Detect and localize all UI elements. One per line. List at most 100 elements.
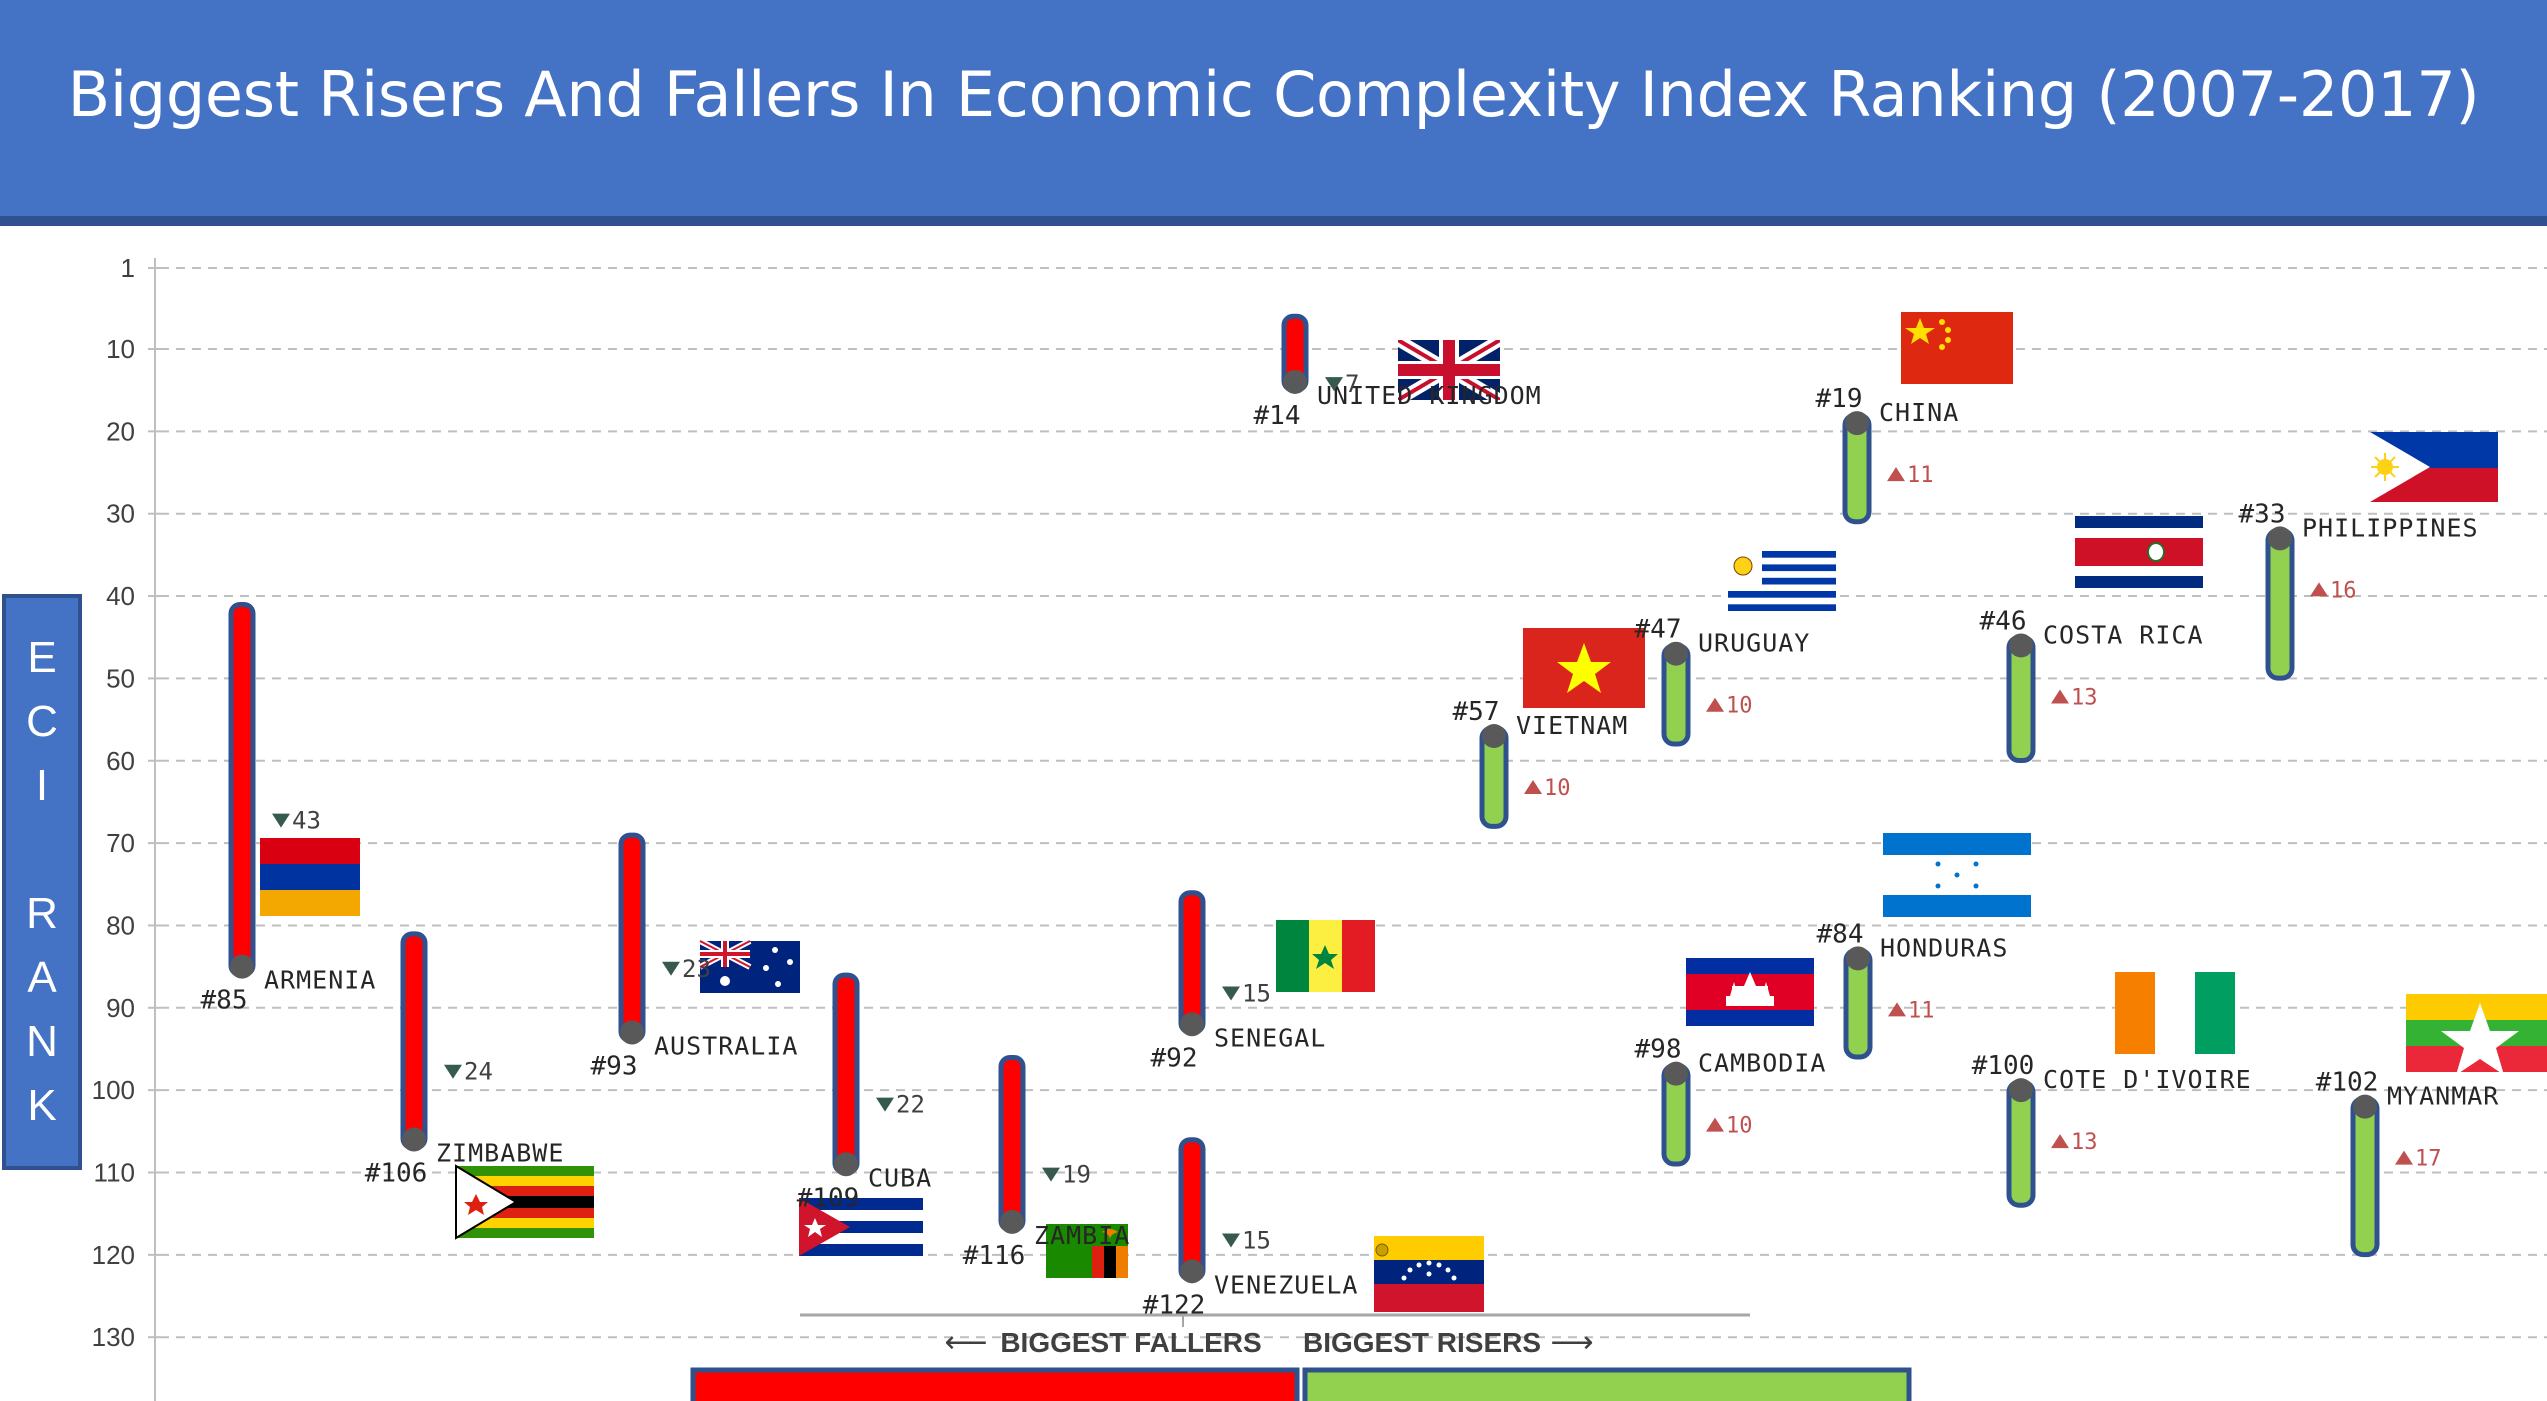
venezuela-country-label: VENEZUELA <box>1214 1270 1358 1299</box>
honduras-2017-rank-dot <box>1846 946 1870 971</box>
zimbabwe-range-bar <box>400 931 428 1151</box>
legend-fallers-label: BIGGEST FALLERS <box>1000 1327 1261 1358</box>
philippines-flag <box>2370 432 2498 502</box>
armenia-down-marker <box>272 813 290 828</box>
australia-country-label: AUSTRALIA <box>654 1032 798 1061</box>
honduras-country-label: HONDURAS <box>1880 933 2008 962</box>
australia-down-marker <box>662 961 680 976</box>
united-kingdom-country-label: UNITED KINGDOM <box>1317 381 1542 410</box>
myanmar-2017-rank-dot <box>2353 1094 2377 1119</box>
zambia-range-bar <box>998 1054 1026 1233</box>
cuba-2017-rank-dot <box>834 1152 858 1177</box>
legend-fallers-swatch <box>690 1367 1300 1401</box>
china-rank-label: #19 <box>1816 384 1863 414</box>
y-tick-label: 130 <box>92 1322 135 1352</box>
cuba-range-bar <box>832 972 860 1175</box>
uruguay-change-label: 10 <box>1726 694 1753 719</box>
vietnam-2017-rank-dot <box>1482 724 1506 749</box>
philippines-change-label: 16 <box>2330 578 2357 603</box>
y-tick-label: 10 <box>106 334 135 364</box>
united-kingdom-flag <box>1398 340 1500 400</box>
armenia-country-label: ARMENIA <box>264 966 376 995</box>
chart-title: Biggest Risers And Fallers In Economic C… <box>67 58 2480 131</box>
costa-rica-rank-label: #46 <box>1980 606 2027 636</box>
philippines-rank-label: #33 <box>2239 499 2286 529</box>
zambia-2017-rank-dot <box>1000 1209 1024 1234</box>
cote-d-ivoire-country-label: COTE D'IVOIRE <box>2043 1065 2252 1094</box>
cuba-change-label: 22 <box>896 1091 925 1119</box>
y-axis-label-letter: E <box>27 633 56 682</box>
cambodia-up-marker <box>1706 1117 1724 1132</box>
senegal-down-marker <box>1222 986 1240 1001</box>
myanmar-up-marker <box>2395 1150 2413 1165</box>
y-tick-label: 70 <box>106 828 135 858</box>
y-tick-label: 30 <box>106 499 135 529</box>
armenia-range-bar <box>228 602 256 978</box>
vietnam-flag <box>1523 628 1645 708</box>
costa-rica-up-marker <box>2051 689 2069 704</box>
y-tick-label: 120 <box>92 1240 135 1270</box>
venezuela-range-bar <box>1178 1137 1206 1282</box>
australia-flag <box>698 938 800 993</box>
y-tick-label: 80 <box>106 910 135 940</box>
costa-rica-flag <box>2075 516 2203 588</box>
y-tick-label: 20 <box>106 416 135 446</box>
senegal-range-bar <box>1178 890 1206 1035</box>
cote-d-ivoire-2017-rank-dot <box>2009 1078 2033 1103</box>
y-axis-label-letter: N <box>26 1017 58 1066</box>
zambia-flag <box>1046 1224 1128 1278</box>
grid <box>148 267 2547 1339</box>
venezuela-flag <box>1374 1236 1484 1312</box>
zambia-rank-label: #116 <box>963 1241 1026 1271</box>
china-country-label: CHINA <box>1879 398 1959 427</box>
australia-range-bar <box>618 832 646 1044</box>
myanmar-change-label: 17 <box>2415 1147 2442 1172</box>
y-tick-label: 90 <box>106 993 135 1023</box>
myanmar-country-label: MYANMAR <box>2387 1082 2499 1111</box>
united-kingdom-down-marker <box>1325 377 1343 392</box>
bar-labels: ARMENIA #85 43 ZIMBABWE #106 24 AUSTRALIA #93 23… <box>201 370 2499 1320</box>
united-kingdom-2017-rank-dot <box>1283 369 1307 394</box>
philippines-2017-rank-dot <box>2268 526 2292 551</box>
cuba-rank-label: #109 <box>797 1183 860 1213</box>
china-2017-rank-dot <box>1845 411 1869 436</box>
uruguay-up-marker <box>1706 697 1724 712</box>
cuba-flag <box>799 1198 923 1256</box>
philippines-range-bar <box>2265 527 2295 681</box>
armenia-2017-rank-dot <box>230 954 254 979</box>
cambodia-change-label: 10 <box>1726 1114 1753 1139</box>
venezuela-down-marker <box>1222 1233 1240 1248</box>
china-up-marker <box>1887 467 1905 482</box>
honduras-rank-label: #84 <box>1817 919 1864 949</box>
y-tick-label: 1 <box>121 253 135 283</box>
y-tick-label: 110 <box>94 1158 135 1188</box>
china-change-label: 11 <box>1907 463 1934 488</box>
y-tick-label: 100 <box>92 1075 135 1105</box>
philippines-country-label: PHILIPPINES <box>2302 513 2479 542</box>
vietnam-up-marker <box>1524 780 1542 795</box>
uruguay-country-label: URUGUAY <box>1698 629 1810 658</box>
china-flag <box>1901 312 2013 384</box>
honduras-flag <box>1883 833 2031 917</box>
uruguay-rank-label: #47 <box>1635 615 1682 645</box>
zambia-down-marker <box>1042 1167 1060 1182</box>
y-tick-label: 40 <box>106 581 135 611</box>
armenia-change-label: 43 <box>292 807 321 835</box>
zimbabwe-country-label: ZIMBABWE <box>436 1139 564 1168</box>
honduras-up-marker <box>1888 1002 1906 1017</box>
senegal-flag <box>1276 920 1375 992</box>
zimbabwe-flag <box>455 1164 594 1240</box>
costa-rica-2017-rank-dot <box>2009 633 2033 658</box>
philippines-up-marker <box>2310 582 2328 597</box>
myanmar-flag <box>2406 994 2547 1075</box>
y-axis-label-letter: I <box>36 761 48 810</box>
australia-rank-label: #93 <box>591 1052 638 1082</box>
costa-rica-country-label: COSTA RICA <box>2043 620 2204 649</box>
legend-right-arrow: ⟶ <box>1550 1325 1593 1360</box>
cambodia-country-label: CAMBODIA <box>1698 1049 1826 1078</box>
zambia-change-label: 19 <box>1062 1161 1091 1189</box>
zimbabwe-down-marker <box>444 1064 462 1079</box>
venezuela-2017-rank-dot <box>1180 1259 1204 1284</box>
